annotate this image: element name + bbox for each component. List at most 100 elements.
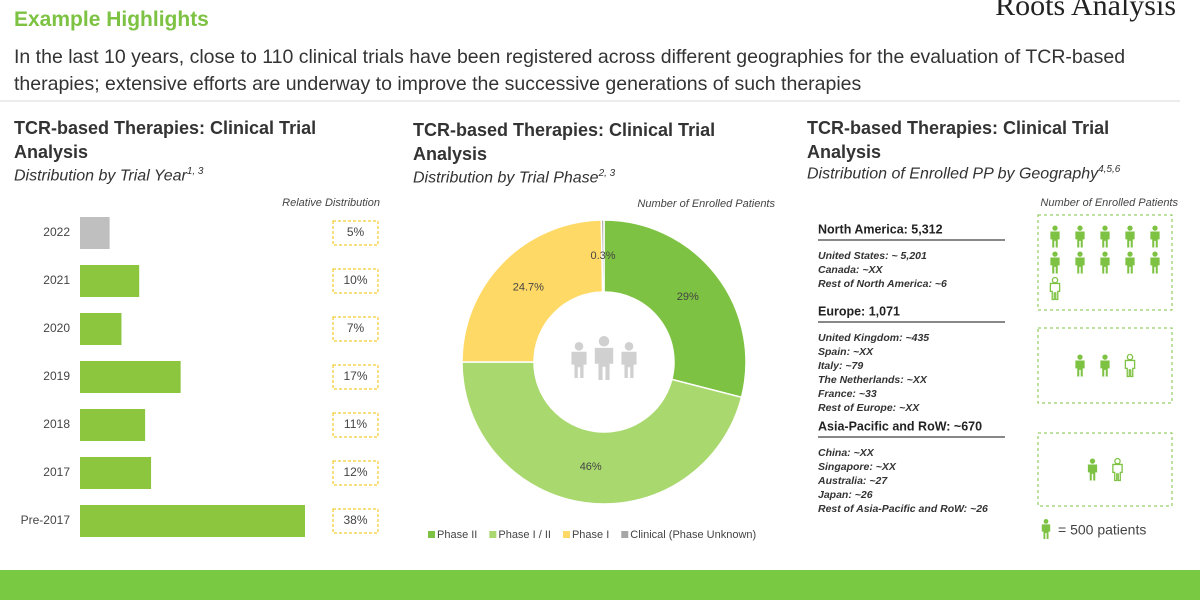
panel-title: TCR-based Therapies: Clinical Trial Anal… [807, 118, 1110, 162]
icon-head [1102, 225, 1108, 231]
icon-head [1152, 251, 1158, 257]
slice-label: 46% [580, 461, 602, 473]
icon-head [1126, 353, 1134, 361]
icon-head [1052, 225, 1058, 231]
subtitle-text: Distribution by Trial Year [14, 167, 187, 185]
legend-label: Phase I / II [498, 529, 551, 541]
donut-slice [461, 361, 743, 505]
icon-head [1127, 225, 1133, 231]
region-detail: Japan: ~26 [818, 489, 873, 501]
icon-body [1150, 231, 1160, 248]
icon-legend: = 500 patients [1058, 522, 1146, 538]
value-box [332, 508, 379, 534]
legend-label: Phase II [437, 529, 477, 541]
region-detail: United States: ~ 5,201 [818, 250, 927, 262]
person-icon [1100, 251, 1110, 274]
donut-slice [603, 219, 747, 399]
icon-head [1052, 251, 1058, 257]
axis-label: Relative Distribution [282, 197, 380, 209]
icon-head [1077, 251, 1083, 257]
value-box [332, 412, 379, 438]
bar [80, 265, 140, 297]
icon-body [1100, 360, 1110, 377]
panel-title: TCR-based Therapies: Clinical Trial Anal… [14, 118, 317, 162]
icon-body [1075, 231, 1085, 248]
subtitle-refs: 2, 3 [598, 168, 616, 179]
person-icon [1050, 251, 1060, 274]
value-label: 7% [347, 321, 365, 335]
region-detail: Australia: ~27 [817, 475, 888, 487]
icon-head [1102, 354, 1108, 360]
region-detail: Rest of North America: ~6 [818, 278, 947, 290]
icon-head [574, 342, 584, 351]
region-header: North America: 5,312 [818, 222, 943, 236]
region-detail: Rest of Europe: ~XX [818, 402, 920, 414]
person-icon [1150, 225, 1160, 248]
slice-label: 24.7% [513, 282, 544, 294]
icon-body [1125, 257, 1135, 274]
person-icon [621, 342, 637, 378]
person-icon [1112, 457, 1123, 482]
category-label: 2017 [43, 465, 70, 479]
icon-body [1100, 257, 1110, 274]
region-header: Asia-Pacific and RoW: ~670 [818, 419, 982, 433]
category-label: 2019 [43, 369, 70, 383]
footer-bar [0, 570, 1200, 600]
icon-body [1075, 360, 1085, 377]
person-icon [594, 336, 614, 380]
region-detail: France: ~33 [818, 388, 877, 400]
person-icon [1075, 251, 1085, 274]
person-icon [1050, 225, 1060, 248]
icon-body [1124, 359, 1136, 378]
person-icon [1087, 458, 1098, 481]
legend-label: Phase I [572, 529, 609, 541]
bar [80, 505, 305, 537]
icon-head [1051, 276, 1059, 284]
bar [80, 313, 122, 345]
legend-label: Clinical (Phase Unknown) [630, 529, 756, 541]
person-icon [1100, 225, 1110, 248]
icon-body [1050, 231, 1060, 248]
category-label: 2018 [43, 417, 70, 431]
category-label: 2022 [43, 225, 70, 239]
page-title: Example Highlights [14, 8, 209, 31]
icon-body [1041, 524, 1051, 540]
person-icon [1075, 225, 1085, 248]
icon-body [1087, 464, 1098, 481]
icon-head [1114, 457, 1121, 465]
region-box [1037, 432, 1173, 507]
icon-body [1112, 463, 1123, 482]
person-icon [1125, 225, 1135, 248]
region-detail: Spain: ~XX [818, 346, 874, 358]
icon-body [571, 351, 587, 378]
icon-head [1152, 225, 1158, 231]
icon-head [598, 336, 610, 347]
region-detail: The Netherlands: ~XX [818, 374, 928, 386]
subtitle-text: Distribution by Trial Phase [413, 169, 599, 187]
bar [80, 217, 110, 249]
value-box [332, 460, 379, 486]
person-icon [1041, 519, 1051, 540]
donut-slice [461, 219, 604, 363]
person-icon [1124, 353, 1136, 378]
region-detail: Canada: ~XX [818, 264, 883, 276]
icon-head [1089, 458, 1096, 464]
region-box [1037, 327, 1173, 404]
icon-head [1043, 519, 1049, 524]
value-box [332, 316, 379, 342]
region-detail: Singapore: ~XX [818, 461, 897, 473]
subtitle-text: Distribution of Enrolled PP by Geography [807, 165, 1099, 183]
icon-body [1049, 282, 1061, 301]
icon-body [1125, 231, 1135, 248]
subtitle-refs: 4,5,6 [1098, 164, 1121, 175]
icon-body [1075, 257, 1085, 274]
category-label: 2020 [43, 321, 70, 335]
value-box [332, 364, 379, 390]
value-box [332, 220, 379, 246]
value-label: 38% [343, 513, 367, 527]
icon-body [1150, 257, 1160, 274]
panel-subtitle: Distribution by Trial Phase2, 3 [413, 168, 615, 187]
legend-swatch [428, 531, 435, 538]
slice-label: 29% [677, 291, 699, 303]
legend-swatch [562, 531, 570, 538]
